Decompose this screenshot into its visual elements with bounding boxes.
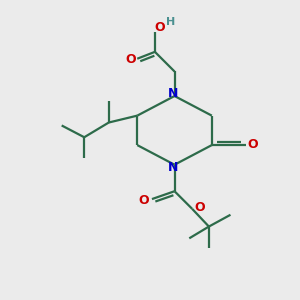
Text: N: N [167, 87, 178, 100]
Text: O: O [195, 201, 206, 214]
Text: O: O [248, 138, 258, 151]
Text: O: O [139, 194, 149, 207]
Text: O: O [154, 21, 165, 34]
Text: H: H [166, 17, 175, 27]
Text: N: N [167, 161, 178, 174]
Text: O: O [125, 53, 136, 66]
